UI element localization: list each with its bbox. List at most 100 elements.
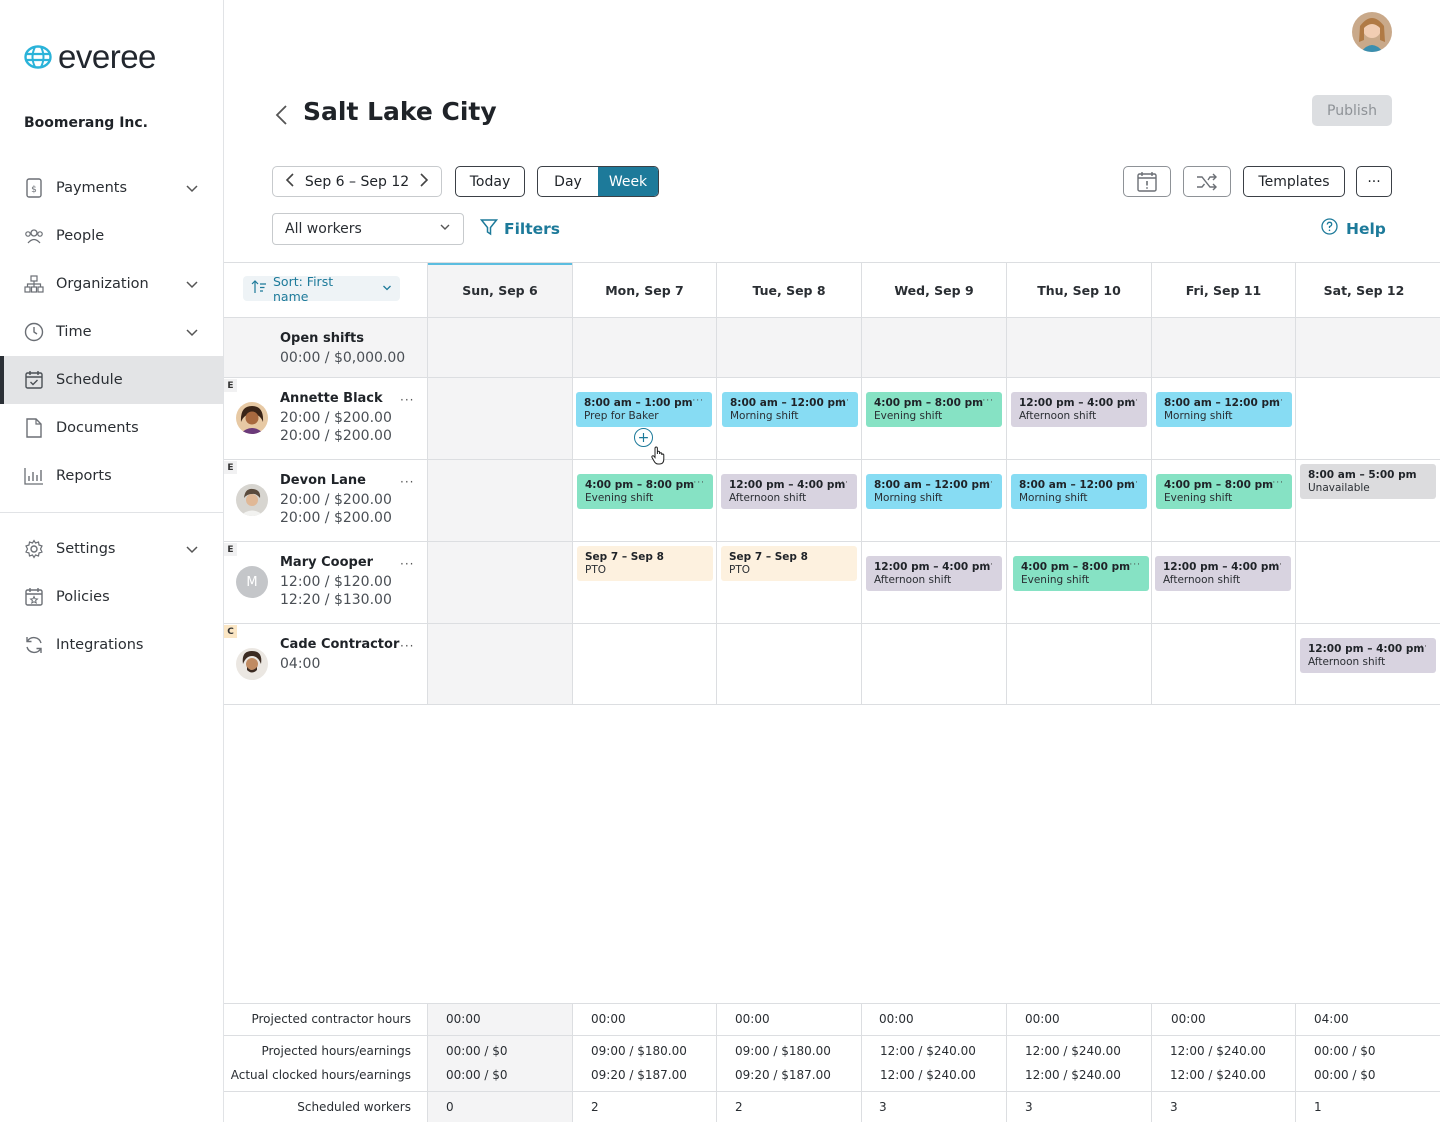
nav-item-people[interactable]: People <box>0 212 223 260</box>
workers-select[interactable]: All workers <box>272 213 464 245</box>
shift-menu-icon[interactable]: ··· <box>692 396 704 406</box>
add-shift-icon[interactable]: + <box>634 428 653 447</box>
organization-icon <box>24 274 44 294</box>
shift-card[interactable]: 8:00 am – 12:00 pm Morning shift ··· <box>1011 474 1147 509</box>
chevron-right-icon[interactable] <box>419 172 429 192</box>
today-button[interactable]: Today <box>455 166 525 197</box>
shift-card[interactable]: 4:00 pm – 8:00 pm Evening shift ··· <box>577 474 713 509</box>
shift-menu-icon[interactable]: ··· <box>1272 478 1284 488</box>
footer-label-actual: Actual clocked hours/earnings <box>230 1068 411 1082</box>
nav-divider <box>0 512 223 513</box>
grid-line <box>1006 1003 1007 1122</box>
employee-name[interactable]: Annette Black <box>280 391 383 406</box>
employee-hours-actual: 20:00 / $200.00 <box>280 428 392 444</box>
day-header[interactable]: Sun, Sep 6 <box>462 282 538 298</box>
help-link[interactable]: Help <box>1321 218 1386 239</box>
shift-menu-icon[interactable]: ··· <box>982 560 994 570</box>
shift-card[interactable]: 12:00 pm – 4:00 pm Afternoon shift ··· <box>1155 556 1291 591</box>
shift-card[interactable]: 12:00 pm – 4:00 pm Afternoon shift ··· <box>1011 392 1147 427</box>
shift-card[interactable]: 4:00 pm – 8:00 pm Evening shift ··· <box>1156 474 1292 509</box>
employee-name[interactable]: Devon Lane <box>280 473 366 488</box>
day-header[interactable]: Mon, Sep 7 <box>605 282 684 298</box>
employee-menu-button[interactable]: ··· <box>400 393 415 407</box>
unavailable-card[interactable]: 8:00 am – 5:00 pm Unavailable <box>1300 464 1436 499</box>
employee-menu-button[interactable]: ··· <box>400 475 415 489</box>
shift-menu-icon[interactable]: ··· <box>1272 396 1284 406</box>
shift-time: 8:00 am – 5:00 pm <box>1308 469 1417 481</box>
user-avatar[interactable] <box>1352 12 1392 52</box>
chevron-left-icon[interactable] <box>285 172 295 192</box>
shift-menu-icon[interactable]: ··· <box>982 396 994 406</box>
nav-item-organization[interactable]: Organization <box>0 260 223 308</box>
nav-item-time[interactable]: Time <box>0 308 223 356</box>
nav-item-settings[interactable]: Settings <box>0 525 223 573</box>
chevron-down-icon[interactable] <box>185 541 199 560</box>
more-options-button[interactable]: ··· <box>1356 166 1392 197</box>
employee-name[interactable]: Mary Cooper <box>280 555 374 570</box>
pto-card[interactable]: Sep 7 – Sep 8 PTO <box>721 546 857 581</box>
shift-card[interactable]: 8:00 am – 12:00 pm Morning shift ··· <box>866 474 1002 509</box>
shift-menu-icon[interactable]: ··· <box>1127 478 1139 488</box>
shift-menu-icon[interactable]: ··· <box>1129 560 1141 570</box>
shift-card[interactable]: 12:00 pm – 4:00 pm Afternoon shift ··· <box>866 556 1002 591</box>
shift-card[interactable]: 12:00 pm – 4:00 pm Afternoon shift ··· <box>1300 638 1436 673</box>
footer-cell: 12:00 / $240.00 <box>1025 1068 1121 1082</box>
day-header[interactable]: Thu, Sep 10 <box>1037 282 1121 298</box>
templates-button[interactable]: Templates <box>1243 166 1345 197</box>
chevron-down-icon[interactable] <box>185 324 199 343</box>
shift-card[interactable]: 4:00 pm – 8:00 pm Evening shift ··· <box>1013 556 1149 591</box>
view-week-button[interactable]: Week <box>598 167 658 196</box>
shift-name: Evening shift <box>585 492 654 504</box>
everee-logo[interactable]: everee <box>24 40 156 73</box>
filter-icon <box>479 218 499 240</box>
chevron-down-icon[interactable] <box>185 180 199 199</box>
chevron-down-icon <box>382 281 392 296</box>
shift-menu-icon[interactable]: ··· <box>1127 396 1139 406</box>
sync-icon <box>24 635 44 655</box>
shift-menu-icon[interactable]: ··· <box>1416 642 1428 652</box>
day-header[interactable]: Sat, Sep 12 <box>1323 282 1405 298</box>
filters-button[interactable]: Filters <box>479 218 560 240</box>
help-circle-icon <box>1321 218 1338 239</box>
employee-name[interactable]: Cade Contractor <box>280 637 400 652</box>
nav-item-reports[interactable]: Reports <box>0 452 223 500</box>
grid-line <box>427 1003 428 1122</box>
chevron-down-icon[interactable] <box>185 276 199 295</box>
view-day-button[interactable]: Day <box>554 173 582 190</box>
people-icon <box>24 226 44 246</box>
nav-item-policies[interactable]: Policies <box>0 573 223 621</box>
nav-label: People <box>56 228 105 244</box>
nav-item-documents[interactable]: Documents <box>0 404 223 452</box>
employee-menu-button[interactable]: ··· <box>400 557 415 571</box>
publish-button[interactable]: Publish <box>1312 95 1392 126</box>
pto-card[interactable]: Sep 7 – Sep 8 PTO <box>577 546 713 581</box>
workers-select-value: All workers <box>285 221 362 237</box>
sort-dropdown[interactable]: Sort: First name <box>243 274 400 304</box>
day-header[interactable]: Tue, Sep 8 <box>752 282 826 298</box>
shift-time: 12:00 pm – 4:00 pm <box>874 561 991 573</box>
shift-card[interactable]: 8:00 am – 1:00 pm Prep for Baker ··· <box>576 392 712 427</box>
nav-item-integrations[interactable]: Integrations <box>0 621 223 669</box>
back-chevron-icon[interactable] <box>272 103 292 127</box>
shift-menu-icon[interactable]: ··· <box>838 396 850 406</box>
calendar-alert-button[interactable] <box>1123 166 1171 197</box>
date-range-navigator: Sep 6 – Sep 12 <box>272 166 442 197</box>
day-header[interactable]: Wed, Sep 9 <box>894 282 974 298</box>
grid-line <box>1006 262 1007 705</box>
nav-item-schedule[interactable]: Schedule <box>0 356 223 404</box>
shift-menu-icon[interactable]: ··· <box>982 478 994 488</box>
shift-menu-icon[interactable]: ··· <box>1271 560 1283 570</box>
day-header[interactable]: Fri, Sep 11 <box>1185 282 1262 298</box>
shift-menu-icon[interactable]: ··· <box>837 478 849 488</box>
shift-card[interactable]: 4:00 pm – 8:00 pm Evening shift ··· <box>866 392 1002 427</box>
shuffle-button[interactable] <box>1183 166 1231 197</box>
employee-menu-button[interactable]: ··· <box>400 639 415 653</box>
pto-label: PTO <box>585 564 607 576</box>
shift-card[interactable]: 8:00 am – 12:00 pm Morning shift ··· <box>1156 392 1292 427</box>
nav-item-payments[interactable]: $ Payments <box>0 164 223 212</box>
grid-line <box>572 1003 573 1122</box>
shift-menu-icon[interactable]: ··· <box>693 478 705 488</box>
shift-card[interactable]: 8:00 am – 12:00 pm Morning shift ··· <box>722 392 858 427</box>
footer-cell: 3 <box>879 1100 887 1114</box>
shift-card[interactable]: 12:00 pm – 4:00 pm Afternoon shift ··· <box>721 474 857 509</box>
